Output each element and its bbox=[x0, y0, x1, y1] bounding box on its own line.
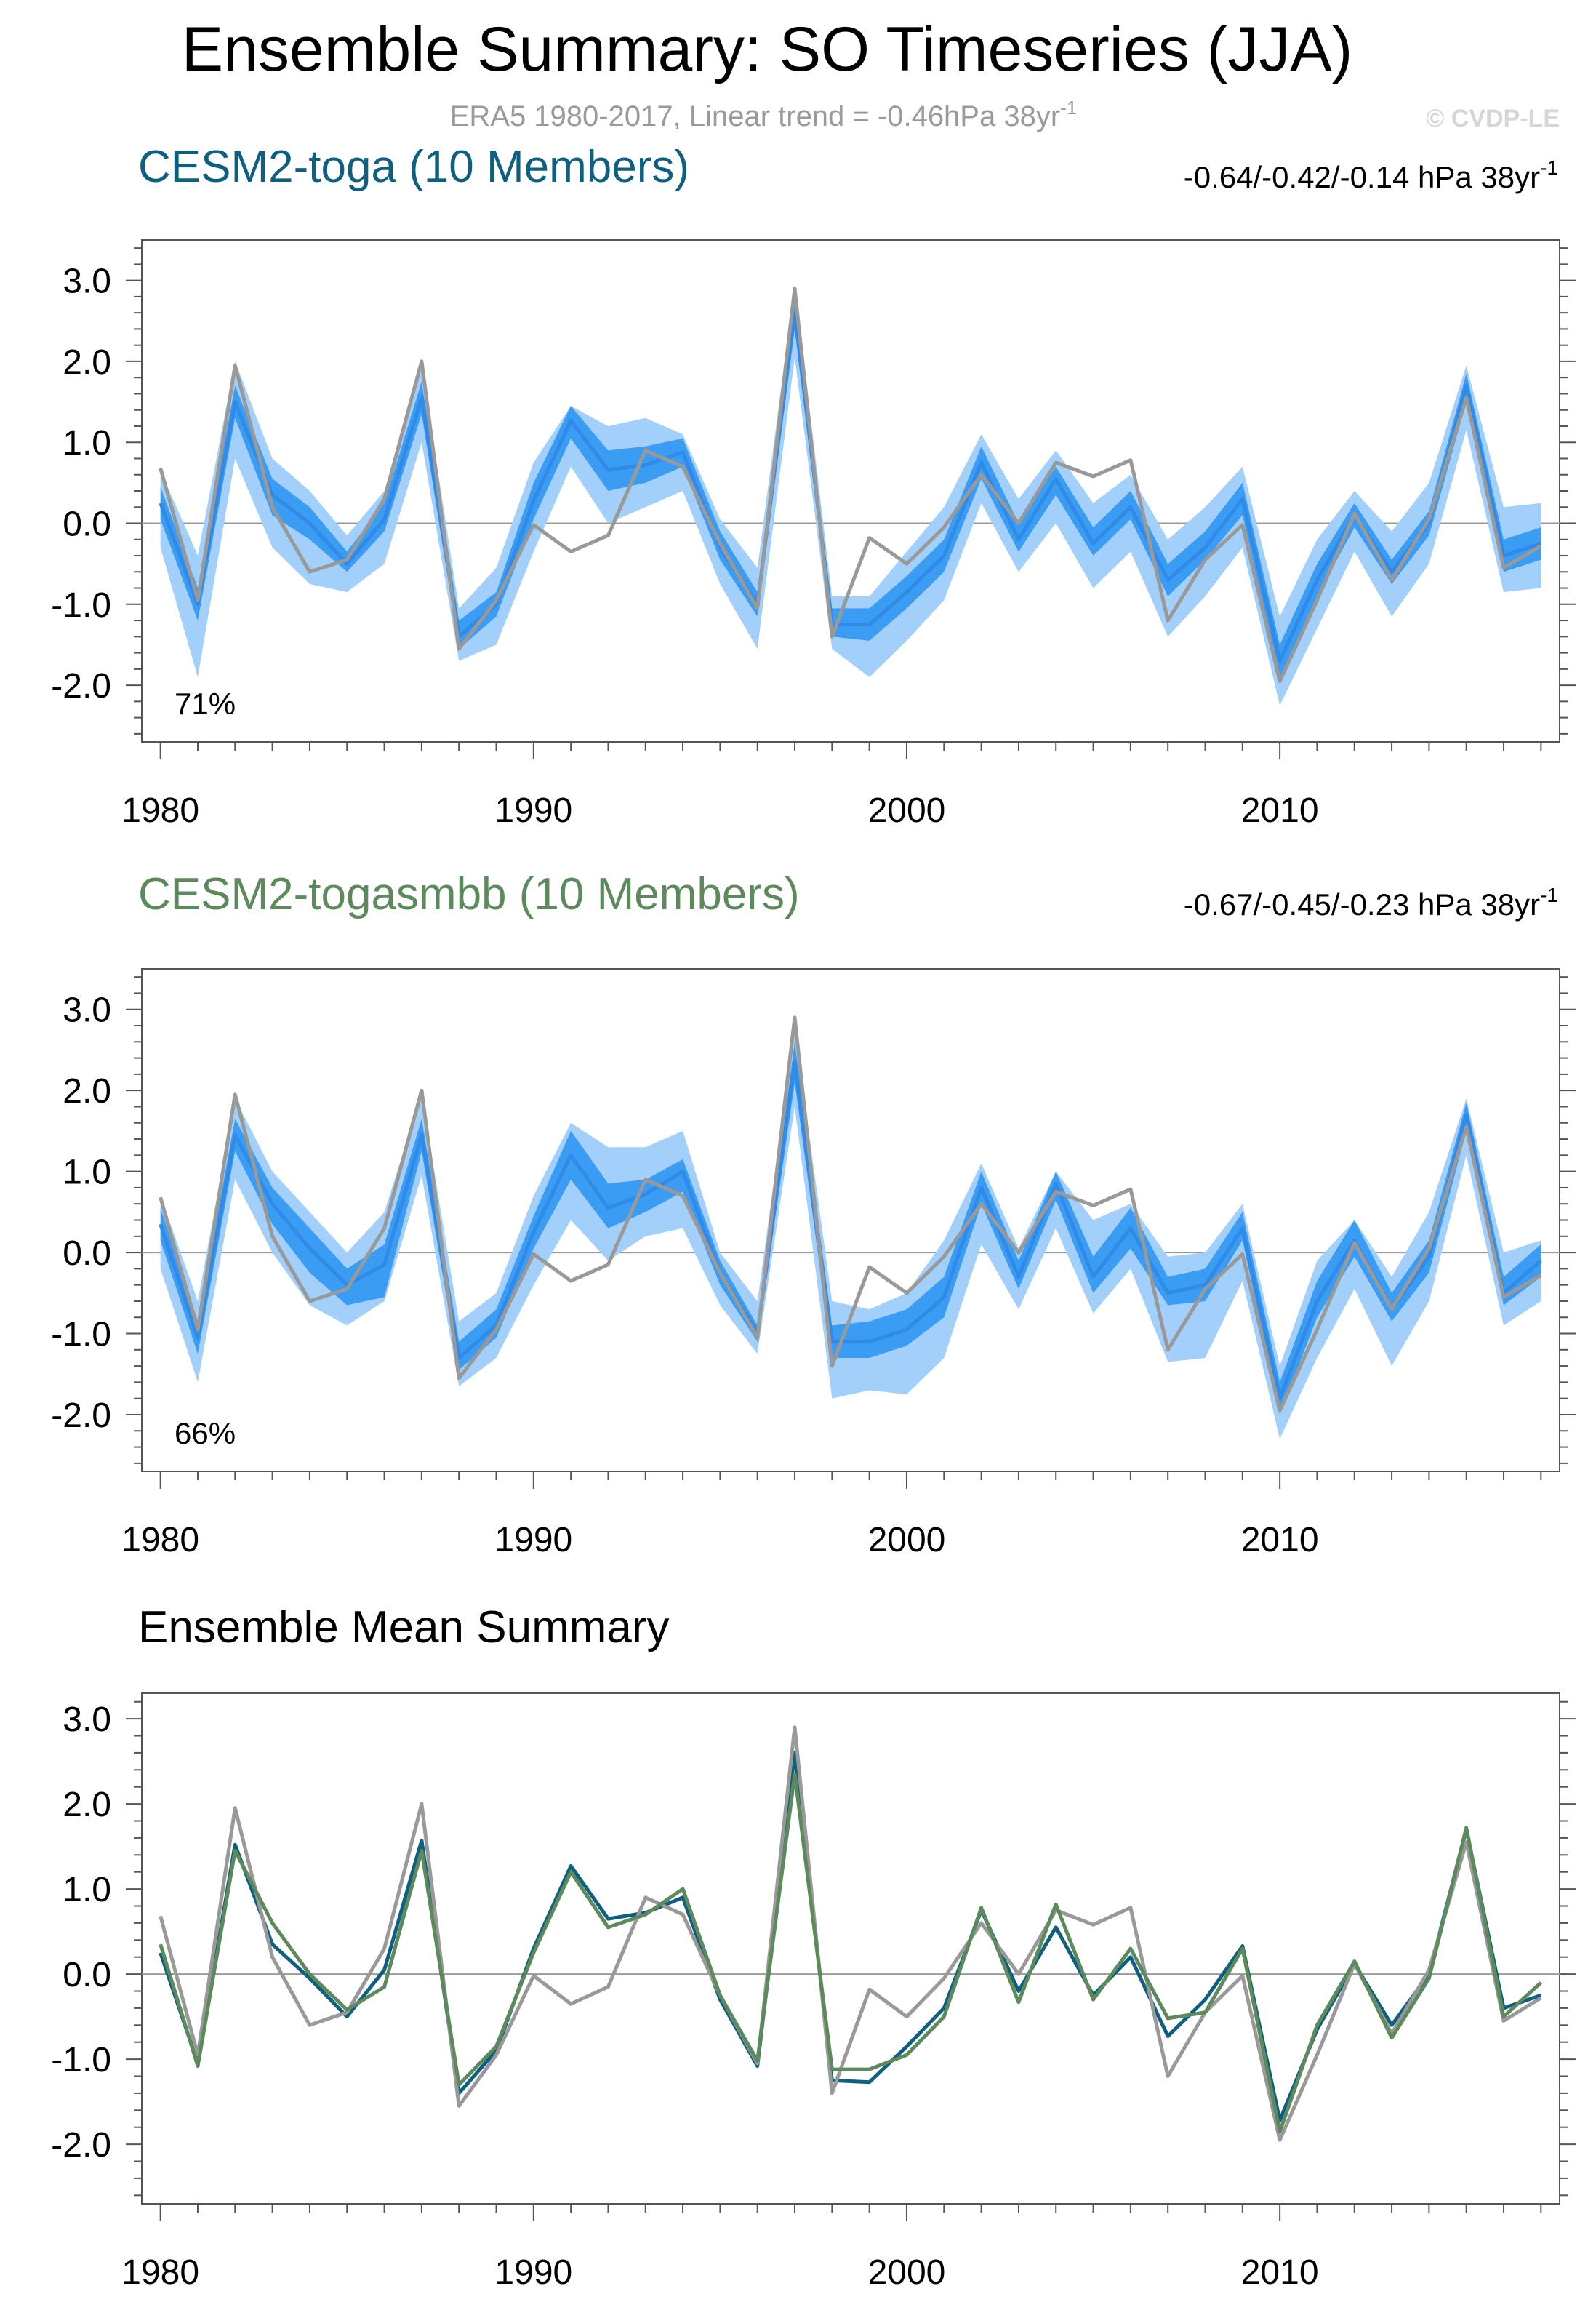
plot-frame bbox=[141, 239, 1560, 743]
x-tick-label: 2010 bbox=[1241, 791, 1319, 830]
panel-togasmbb: 3.0 2.0 1.0 0.0 -1.0 -2.0 1980 1990 2000 2010 66% bbox=[51, 968, 1576, 1559]
y-tick-label: -1.0 bbox=[51, 586, 111, 625]
y-tick-label: 3.0 bbox=[63, 991, 111, 1030]
y-tick-label: 1.0 bbox=[63, 1871, 111, 1909]
panel-toga: 3.0 2.0 1.0 0.0 -1.0 -2.0 1980 1990 2000 2010 71% bbox=[51, 239, 1576, 830]
x-tick-label: 1980 bbox=[121, 2253, 199, 2292]
x-tick-label: 2000 bbox=[868, 1521, 946, 1559]
panel1-trend-superscript: -1 bbox=[1540, 156, 1558, 179]
y-tick-label: -2.0 bbox=[51, 667, 111, 706]
panel2-title: CESM2-togasmbb (10 Members) bbox=[138, 869, 800, 919]
x-tick-label: 1980 bbox=[121, 791, 199, 830]
figure-title: Ensemble Summary: SO Timeseries (JJA) bbox=[182, 15, 1352, 84]
panel2-trend-text: -0.67/-0.45/-0.23 hPa 38yr bbox=[1184, 887, 1540, 922]
panel1-trend-text: -0.64/-0.42/-0.14 hPa 38yr bbox=[1184, 160, 1540, 194]
ensemble-mean-line bbox=[159, 311, 1542, 663]
x-tick-label: 2000 bbox=[868, 2253, 946, 2292]
x-tick-label: 1990 bbox=[494, 791, 572, 830]
x-tick-label: 1990 bbox=[494, 2253, 572, 2292]
figure-subtitle: ERA5 1980-2017, Linear trend = -0.46hPa … bbox=[450, 97, 1078, 132]
x-tick-label: 2010 bbox=[1241, 2253, 1319, 2292]
panel2-trend-superscript: -1 bbox=[1540, 884, 1558, 906]
ensemble-mean-line bbox=[159, 1060, 1542, 1401]
x-tick-label: 1980 bbox=[121, 1521, 199, 1559]
y-tick-label: 2.0 bbox=[63, 1072, 111, 1111]
x-tick-label: 1990 bbox=[494, 1521, 572, 1559]
y-tick-label: 0.0 bbox=[63, 505, 111, 544]
y-tick-label: 1.0 bbox=[63, 1154, 111, 1192]
percent-label: 71% bbox=[175, 687, 236, 721]
subtitle-superscript: -1 bbox=[1060, 97, 1077, 119]
plot-frame bbox=[141, 968, 1560, 1472]
spread-band-outer bbox=[160, 284, 1541, 706]
panel2-trend: -0.67/-0.45/-0.23 hPa 38yr-1 bbox=[1184, 884, 1558, 922]
plot-frame bbox=[141, 1692, 1560, 2205]
y-tick-label: -1.0 bbox=[51, 2041, 111, 2079]
y-tick-label: 3.0 bbox=[63, 1700, 111, 1739]
y-tick-label: 2.0 bbox=[63, 1786, 111, 1824]
y-tick-label: -1.0 bbox=[51, 1316, 111, 1354]
y-tick-label: 3.0 bbox=[63, 263, 111, 301]
era5-observed-line bbox=[159, 1015, 1542, 1412]
spread-band-outer bbox=[160, 1029, 1541, 1439]
x-tick-label: 2010 bbox=[1241, 1521, 1319, 1559]
y-tick-label: 2.0 bbox=[63, 343, 111, 382]
watermark: © CVDP-LE bbox=[1426, 105, 1560, 132]
panel1-trend: -0.64/-0.42/-0.14 hPa 38yr-1 bbox=[1184, 156, 1558, 194]
era5-observed-line bbox=[159, 1725, 1542, 2142]
cesm2-toga-mean-line bbox=[159, 1751, 1542, 2122]
panel3-title: Ensemble Mean Summary bbox=[138, 1602, 670, 1652]
subtitle-text: ERA5 1980-2017, Linear trend = -0.46hPa … bbox=[450, 100, 1060, 132]
spread-band-inner bbox=[160, 300, 1541, 677]
panel1-title: CESM2-toga (10 Members) bbox=[138, 142, 689, 192]
percent-label: 66% bbox=[175, 1416, 236, 1450]
y-tick-label: 0.0 bbox=[63, 1234, 111, 1273]
panel-ensemble-mean-summary: 3.0 2.0 1.0 0.0 -1.0 -2.0 1980 1990 2000 2010 bbox=[51, 1692, 1576, 2292]
y-tick-label: -2.0 bbox=[51, 1396, 111, 1435]
y-tick-label: 1.0 bbox=[63, 424, 111, 463]
era5-observed-line bbox=[159, 287, 1542, 683]
cesm2-togasmbb-mean-line bbox=[159, 1772, 1542, 2134]
y-tick-label: -2.0 bbox=[51, 2126, 111, 2165]
y-tick-label: 0.0 bbox=[63, 1956, 111, 1994]
x-tick-label: 2000 bbox=[868, 791, 946, 830]
